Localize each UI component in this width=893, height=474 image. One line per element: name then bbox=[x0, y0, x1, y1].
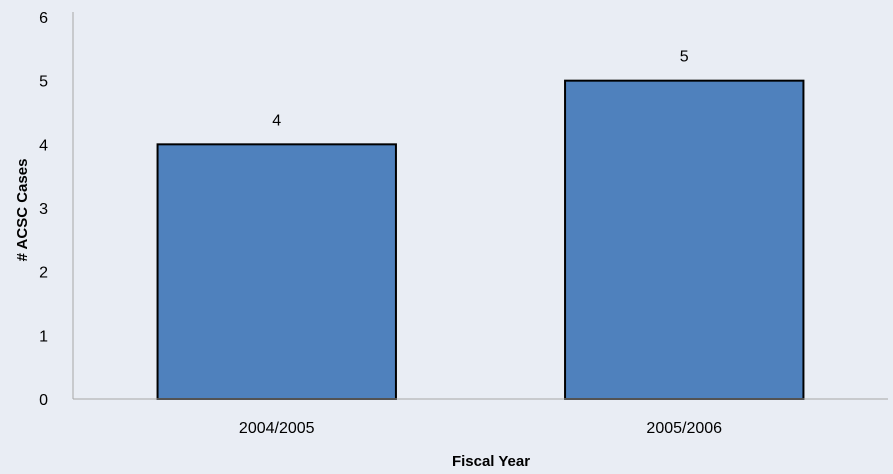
axes bbox=[72, 12, 888, 400]
x-axis-title: Fiscal Year bbox=[452, 453, 530, 469]
y-tick-label: 6 bbox=[39, 10, 48, 27]
y-tick-label: 0 bbox=[39, 392, 48, 409]
bar bbox=[564, 79, 805, 401]
data-label: 5 bbox=[680, 49, 689, 66]
x-tick-label: 2005/2006 bbox=[646, 420, 722, 437]
data-labels: 45 bbox=[272, 49, 689, 130]
data-label: 4 bbox=[272, 112, 281, 129]
bars bbox=[156, 79, 805, 401]
y-tick-label: 2 bbox=[39, 265, 48, 282]
x-tick-label: 2004/2005 bbox=[239, 420, 315, 437]
y-tick-label: 1 bbox=[39, 328, 48, 345]
y-axis-ticks: 0 1 2 3 4 5 6 bbox=[39, 10, 48, 409]
y-axis-title: # ACSC Cases bbox=[14, 159, 31, 262]
x-axis-ticks: 2004/2005 2005/2006 bbox=[239, 420, 722, 437]
y-tick-label: 4 bbox=[39, 137, 48, 154]
y-tick-label: 5 bbox=[39, 74, 48, 91]
bar bbox=[156, 143, 397, 400]
y-tick-label: 3 bbox=[39, 201, 48, 218]
